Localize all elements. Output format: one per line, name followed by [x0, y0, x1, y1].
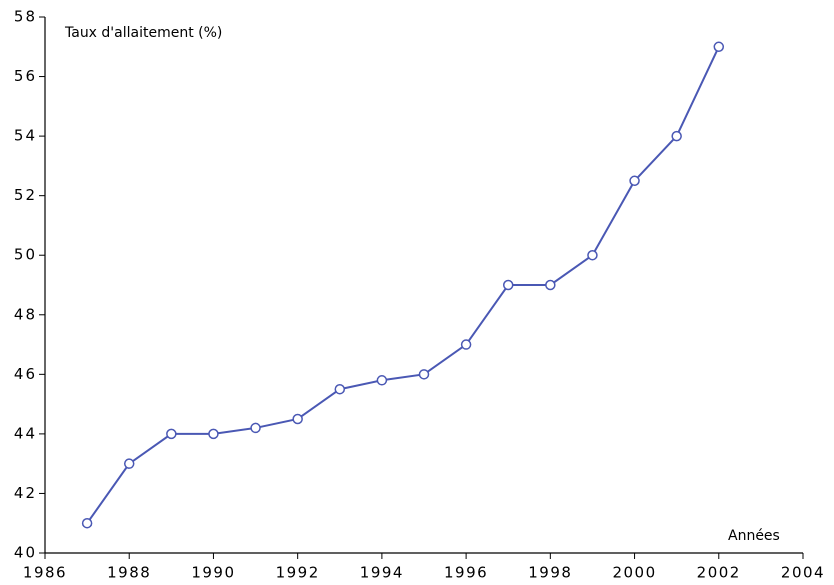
x-tick-label: 1986	[23, 564, 67, 582]
data-point	[376, 375, 388, 386]
x-tick-label: 1994	[360, 564, 404, 582]
data-point	[292, 413, 303, 425]
y-axis-label: Taux d'allaitement (%)	[64, 25, 222, 41]
data-point	[208, 428, 219, 440]
y-tick-label: 54	[14, 127, 37, 145]
data-point	[250, 422, 261, 434]
y-tick-label: 50	[14, 246, 37, 264]
y-tick-label: 42	[14, 484, 37, 502]
x-tick-label: 2002	[697, 564, 741, 582]
x-tick-label: 1988	[107, 564, 151, 582]
x-tick-label: 2004	[781, 564, 825, 582]
x-axis-label: Années	[728, 528, 780, 544]
x-tick-label: 2000	[612, 564, 656, 582]
y-tick-label: 52	[14, 186, 37, 204]
data-line	[86, 46, 720, 524]
data-point	[713, 41, 725, 53]
x-tick-label: 1992	[276, 564, 320, 582]
data-point	[629, 175, 640, 187]
data-point	[418, 369, 430, 380]
y-tick-label: 44	[14, 424, 37, 442]
y-tick-label: 48	[14, 305, 37, 323]
y-tick-label: 40	[14, 544, 37, 562]
data-point	[545, 279, 556, 291]
x-tick-label: 1990	[191, 564, 235, 582]
y-tick-label: 56	[14, 67, 37, 85]
data-point	[166, 428, 177, 440]
data-point	[671, 130, 682, 142]
data-point	[81, 517, 93, 529]
x-tick-label: 1998	[528, 564, 572, 582]
data-point	[123, 458, 135, 469]
y-tick-label: 58	[14, 8, 37, 26]
data-point	[587, 249, 598, 261]
data-point	[460, 339, 472, 350]
data-point	[502, 279, 514, 291]
y-tick-label: 46	[14, 365, 37, 383]
data-point	[334, 383, 346, 395]
x-tick-label: 1996	[444, 564, 488, 582]
